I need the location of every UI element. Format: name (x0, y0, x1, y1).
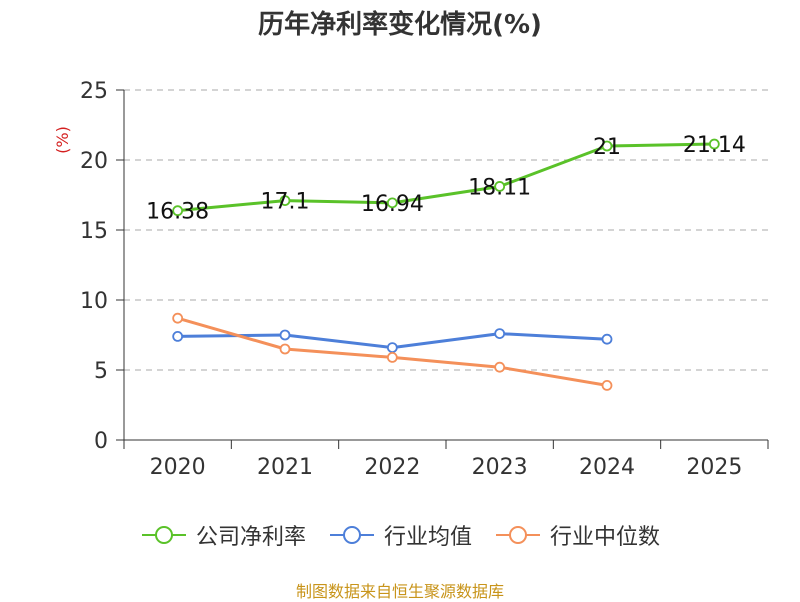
legend-item-industry-median[interactable]: 行业中位数 (494, 519, 660, 551)
data-point-2-0 (172, 312, 184, 324)
x-tick-label: 2020 (150, 455, 206, 480)
data-point-1-3 (494, 328, 506, 340)
legend-item-industry-mean[interactable]: 行业均值 (328, 519, 472, 551)
y-axis-label: (%) (53, 126, 72, 154)
y-tick-label: 25 (80, 79, 108, 104)
data-point-0-4 (601, 140, 613, 152)
legend-item-company[interactable]: 公司净利率 (140, 519, 306, 551)
x-tick-label: 2023 (472, 455, 528, 480)
data-point-1-4 (601, 333, 613, 345)
x-tick-label: 2022 (364, 455, 420, 480)
data-labels: 16.38 17.1 16.94 18.11 21 21.14 (146, 133, 746, 225)
legend-label-industry-mean: 行业均值 (383, 525, 472, 550)
data-point-1-0 (172, 330, 184, 342)
data-point-0-0 (172, 205, 184, 217)
data-point-0-1 (279, 195, 291, 207)
data-label-0-0: 16.38 (146, 200, 209, 225)
series-line-0 (177, 142, 715, 213)
data-point-0-5 (708, 138, 720, 150)
source-note: 制图数据来自恒生聚源数据库 (295, 582, 504, 601)
data-label-0-3: 18.11 (468, 175, 531, 200)
data-point-1-1 (279, 329, 291, 341)
grid-lines (124, 89, 768, 371)
x-tick-label: 2024 (579, 455, 635, 480)
y-tick-label: 0 (94, 429, 108, 454)
y-tick-label: 20 (80, 149, 108, 174)
data-label-0-5: 21.14 (683, 133, 746, 158)
y-tick-label: 10 (80, 289, 108, 314)
data-point-2-4 (601, 379, 613, 391)
legend-marker-industry-mean-icon (329, 526, 374, 544)
x-tick-label: 2025 (686, 455, 742, 480)
data-point-2-2 (386, 351, 398, 363)
data-point-2-3 (494, 361, 506, 373)
legend-label-company: 公司净利率 (195, 525, 306, 550)
data-label-0-1: 17.1 (261, 190, 310, 215)
y-tick-label: 5 (94, 359, 108, 384)
data-point-0-3 (494, 181, 506, 192)
data-point-0-2 (386, 197, 398, 209)
legend-marker-industry-median-icon (496, 526, 540, 544)
legend-marker-company-icon (141, 526, 186, 544)
chart-title: 历年净利率变化情况(%) (258, 10, 542, 40)
data-point-1-2 (386, 342, 398, 354)
data-point-2-1 (279, 343, 291, 355)
x-tick-label: 2021 (257, 455, 313, 480)
data-label-0-4: 21 (593, 135, 621, 160)
series-lines (172, 138, 720, 391)
legend-label-industry-median: 行业中位数 (550, 525, 661, 550)
legend: 公司净利率 行业均值 行业中位数 (0, 519, 800, 551)
y-tick-label: 15 (80, 219, 108, 244)
data-label-0-2: 16.94 (361, 192, 424, 217)
